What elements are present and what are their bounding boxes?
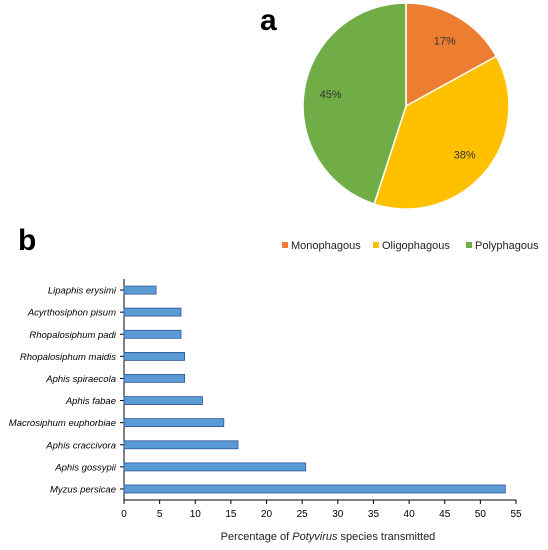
bar-chart: Lipaphis erysimi Acyrthosiphon pisum Rhopa… (9, 279, 522, 520)
x-tick-label: 30 (332, 509, 344, 520)
category-label-acyrthosiphon-pisum: Acyrthosiphon pisum (27, 308, 116, 319)
category-label-macrosiphum-euphorbiae: Macrosiphum euphorbiae (9, 418, 116, 429)
legend-swatch-oligophagous (373, 242, 379, 248)
x-tick-label: 45 (439, 509, 451, 520)
pie-label-polyphagous: 45% (320, 89, 342, 101)
pie-chart: 17% 38% 45% (302, 2, 510, 210)
legend-swatch-monophagous (282, 242, 288, 248)
pie-label-oligophagous: 38% (454, 150, 476, 162)
x-tick-label: 15 (225, 509, 237, 520)
category-label-aphis-spiraecola: Aphis spiraecola (45, 374, 116, 385)
legend-entry-polyphagous: Polyphagous (475, 240, 539, 252)
legend-entry-monophagous: Monophagous (291, 240, 361, 252)
pie-legend: Monophagous Oligophagous Polyphagous (282, 240, 539, 252)
bar-rhopalosiphum-maidis (123, 351, 185, 361)
pie-slice-oligophagous (373, 55, 510, 210)
category-label-myzus-persicae: Myzus persicae (50, 485, 116, 496)
bar-aphis-fabae (123, 396, 203, 406)
category-label-aphis-gossypii: Aphis gossypii (54, 462, 117, 473)
pie-slice-monophagous (405, 2, 498, 108)
x-axis-title: Percentage of Potyvirus species transmit… (221, 531, 436, 543)
bar-lipaphis-erysimi (123, 285, 157, 295)
bar-aphis-spiraecola (123, 373, 185, 383)
pie-label-monophagous: 17% (434, 35, 456, 47)
x-tick-label: 40 (404, 509, 416, 520)
legend-swatch-polyphagous (466, 242, 472, 248)
category-label-aphis-fabae: Aphis fabae (65, 396, 116, 407)
category-label-aphis-craccivora: Aphis craccivora (45, 440, 116, 451)
x-tick-label: 25 (297, 509, 309, 520)
x-tick-label: 10 (190, 509, 202, 520)
bar-aphis-craccivora (123, 440, 239, 450)
panel-b-letter: b (18, 224, 36, 257)
bar-rhopalosiphum-padi (123, 329, 182, 339)
x-tick-label: 50 (475, 509, 487, 520)
category-label-rhopalosiphum-maidis: Rhopalosiphum maidis (20, 352, 116, 363)
pie-slice-polyphagous (302, 2, 407, 205)
panel-a-letter: a (260, 4, 277, 37)
x-tick-label: 55 (510, 509, 522, 520)
bar-acyrthosiphon-pisum (123, 307, 182, 317)
bar-aphis-gossypii (123, 462, 307, 472)
x-tick-label: 20 (261, 509, 273, 520)
x-tick-label: 5 (157, 509, 163, 520)
x-tick-label: 0 (121, 509, 127, 520)
x-tick-label: 35 (368, 509, 380, 520)
legend-entry-oligophagous: Oligophagous (382, 240, 450, 252)
category-label-lipaphis-erysimi: Lipaphis erysimi (48, 286, 117, 297)
bar-myzus-persicae (123, 484, 506, 494)
category-label-rhopalosiphum-padi: Rhopalosiphum padi (29, 330, 117, 341)
bar-macrosiphum-euphorbiae (123, 418, 225, 428)
